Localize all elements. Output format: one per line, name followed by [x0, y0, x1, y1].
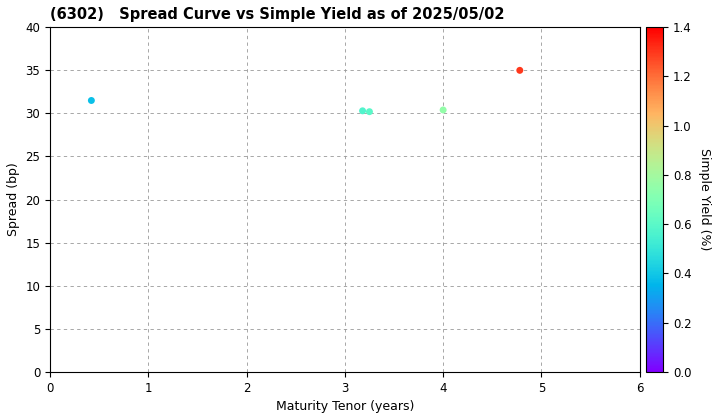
Point [364, 108, 375, 115]
X-axis label: Maturity Tenor (years): Maturity Tenor (years) [276, 400, 414, 413]
Point [357, 108, 369, 114]
Text: (6302)   Spread Curve vs Simple Yield as of 2025/05/02: (6302) Spread Curve vs Simple Yield as o… [50, 7, 505, 22]
Point [86, 97, 97, 104]
Point [514, 67, 526, 74]
Y-axis label: Simple Yield (%): Simple Yield (%) [698, 148, 711, 251]
Point [437, 107, 449, 113]
Y-axis label: Spread (bp): Spread (bp) [7, 163, 20, 236]
